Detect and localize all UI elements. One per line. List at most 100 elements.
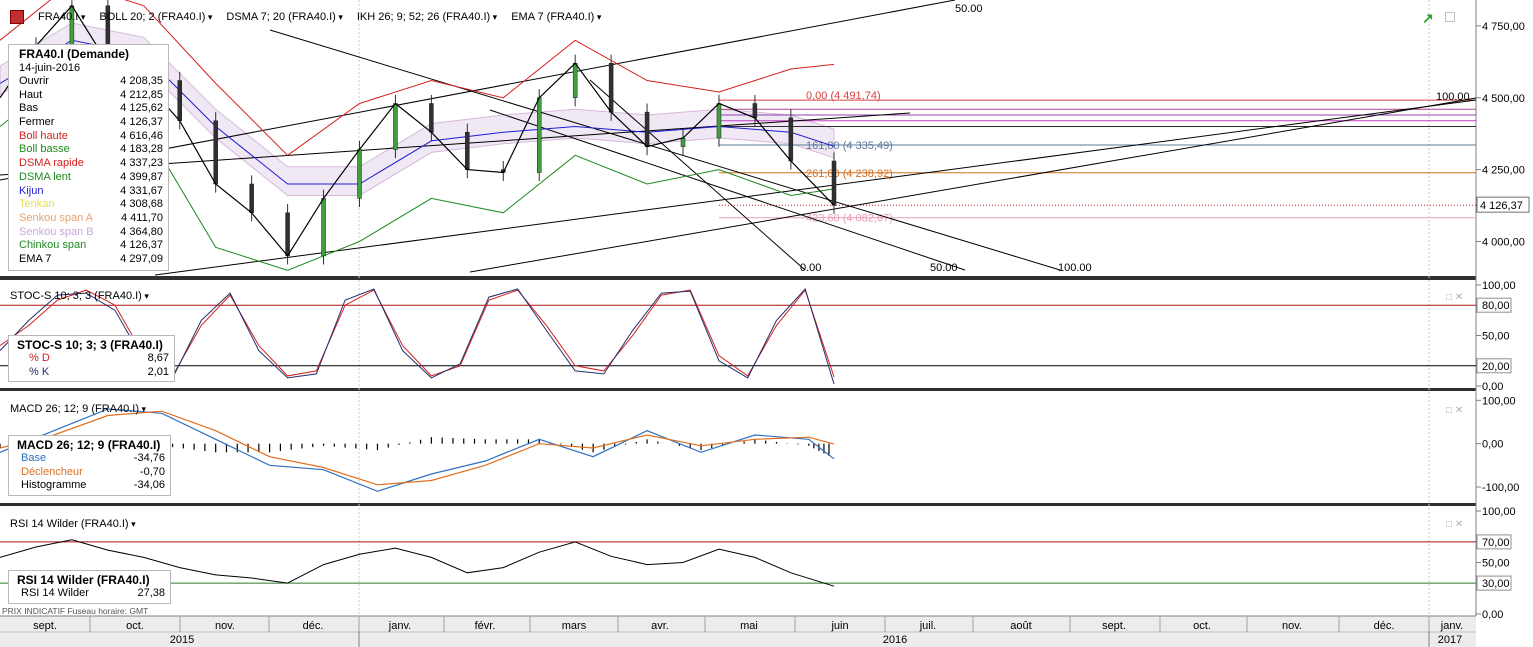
header-ema[interactable]: EMA 7 (FRA40.I) <box>511 11 601 23</box>
fan-line <box>589 79 806 271</box>
main-legend-value: 4 364,80 <box>120 225 163 238</box>
pane-divider[interactable] <box>0 503 1476 506</box>
rsi-line <box>0 539 835 587</box>
legend-row: Ouvrir 4 208,35 <box>19 75 163 89</box>
x-tick-label: avr. <box>651 620 669 632</box>
y-tick-label: -100,00 <box>1482 482 1519 494</box>
main-legend-label: Chinkou span <box>19 239 87 252</box>
candle <box>357 149 362 199</box>
legend-row: Base -34,76 <box>21 452 165 466</box>
y-tick-label: 100,00 <box>1482 280 1516 292</box>
x-year-label: 2016 <box>883 634 907 646</box>
x-tick-label: oct. <box>126 620 144 632</box>
y-tick-label: 4 000,00 <box>1482 237 1525 249</box>
y-tick-label: 0,00 <box>1482 381 1503 393</box>
header-stoc[interactable]: STOC-S 10; 3; 3 (FRA40.I) <box>10 290 149 302</box>
stoc-pane-controls[interactable]: □ ✕ <box>1446 292 1464 303</box>
fan-label: 50.00 <box>955 3 983 15</box>
y-tick-label: 80,00 <box>1482 300 1510 312</box>
legend-row: % D 8,67 <box>29 352 169 366</box>
maximize-icon[interactable] <box>1445 12 1455 22</box>
y-label-box <box>1476 534 1512 550</box>
stoc-legend-label: % K <box>29 365 50 378</box>
main-legend-label: Kijun <box>19 184 44 197</box>
header-ikh[interactable]: IKH 26; 9; 52; 26 (FRA40.I) <box>357 11 497 23</box>
year-boundaries <box>358 0 1430 616</box>
x-year-label: 2015 <box>170 634 194 646</box>
legend-row: Déclencheur -0,70 <box>21 466 165 480</box>
axes: sept. oct. nov. déc. janv. févr. mars avr. mai ju… <box>33 21 1530 647</box>
header-macd[interactable]: MACD 26; 12; 9 (FRA40.I) <box>10 403 146 415</box>
rsi-pane[interactable] <box>0 539 1476 587</box>
x-tick-label: juin <box>830 620 848 632</box>
x-tick-label: oct. <box>1193 620 1211 632</box>
trend-icon[interactable]: ↗ <box>1422 10 1434 26</box>
y-tick-label: 0,00 <box>1482 439 1503 451</box>
x-tick-label: sept. <box>33 620 57 632</box>
rsi-legend-rows: RSI 14 Wilder 27,38 <box>17 587 165 601</box>
fan-label: 100.00 <box>1436 91 1470 103</box>
fan-line <box>469 97 1477 273</box>
main-legend-value: 4 331,67 <box>120 184 163 197</box>
y-tick-label: 4 500,00 <box>1482 93 1525 105</box>
rsi-legend-value: 27,38 <box>137 587 165 599</box>
main-legend-label: EMA 7 <box>19 252 52 265</box>
candle <box>644 111 650 147</box>
y-label-box <box>1476 358 1512 374</box>
stoc-pane-header: STOC-S 10; 3; 3 (FRA40.I) <box>10 288 149 304</box>
legend-row: Histogramme -34,06 <box>21 479 165 493</box>
fib-label: 0,00 (4 491,74) <box>806 90 881 102</box>
main-legend-value: 4 399,87 <box>120 170 163 183</box>
main-legend-value: 4 337,23 <box>120 157 163 170</box>
legend-row: Haut 4 212,85 <box>19 89 163 103</box>
candle <box>249 183 254 213</box>
y-tick-label: 4 750,00 <box>1482 21 1525 33</box>
stoc-legend-value: 2,01 <box>147 365 169 378</box>
main-legend-label: Ouvrir <box>19 75 49 87</box>
y-tick-label: 50,00 <box>1482 331 1510 343</box>
main-legend-value: 4 297,09 <box>120 252 163 265</box>
legend-row: DSMA rapide 4 337,23 <box>19 157 163 171</box>
footer-note: PRIX INDICATIF Fuseau horaire: GMT <box>2 606 149 616</box>
price-pane[interactable]: 0,00 (4 491,74) 161,80 (4 335,49) 261,80 (… <box>0 0 1477 276</box>
header-instrument[interactable]: FRA40.I <box>38 11 85 23</box>
main-legend-value: 4 125,62 <box>120 102 163 115</box>
x-tick-label: janv. <box>1440 620 1463 632</box>
stoc-legend-title: STOC-S 10; 3; 3 (FRA40.I) <box>17 338 163 352</box>
y-tick-label: 70,00 <box>1482 537 1510 549</box>
legend-row: DSMA lent 4 399,87 <box>19 171 163 185</box>
main-legend-label: Fermer <box>19 116 55 129</box>
header-dsma[interactable]: DSMA 7; 20 (FRA40.I) <box>226 11 342 23</box>
candle <box>285 212 290 257</box>
macd-legend-rows: Base -34,76 Déclencheur -0,70 Histogramme -34… <box>17 452 165 493</box>
main-legend-label: DSMA lent <box>19 170 71 183</box>
fan-line <box>489 109 966 271</box>
rsi-pane-header: RSI 14 Wilder (FRA40.I) <box>10 516 136 532</box>
candle <box>572 63 578 98</box>
macd-pane-controls[interactable]: □ ✕ <box>1446 405 1464 416</box>
macd-legend-label: Histogramme <box>21 479 87 492</box>
rsi-pane-controls[interactable]: □ ✕ <box>1446 519 1464 530</box>
candle <box>465 132 470 170</box>
fan-line <box>154 99 1477 276</box>
main-legend: FRA40.I (Demande) 14-juin-2016 Ouvrir 4 2… <box>8 44 169 271</box>
stoc-legend: STOC-S 10; 3; 3 (FRA40.I) % D 8,67 % K 2,01 <box>8 335 175 383</box>
stoc-legend-rows: % D 8,67 % K 2,01 <box>17 352 169 379</box>
y-tick-label: 20,00 <box>1482 361 1510 373</box>
main-legend-label: Bas <box>19 102 38 115</box>
main-legend-value: 4 208,35 <box>120 75 163 87</box>
pane-divider[interactable] <box>0 388 1476 391</box>
y-tick-label: 100,00 <box>1482 506 1516 518</box>
candle <box>788 117 794 162</box>
main-legend-value: 4 126,37 <box>120 239 163 252</box>
candle <box>752 103 758 119</box>
pane-divider[interactable] <box>0 276 1476 280</box>
main-legend-value: 4 308,68 <box>120 198 163 211</box>
header-rsi[interactable]: RSI 14 Wilder (FRA40.I) <box>10 518 136 530</box>
header-boll[interactable]: BOLL 20; 2 (FRA40.I) <box>99 11 212 23</box>
candle <box>429 103 434 133</box>
main-legend-label: Haut <box>19 88 43 101</box>
fan-label: 0.00 <box>800 262 821 274</box>
x-tick-label: nov. <box>215 620 235 632</box>
macd-legend-value: -0,70 <box>139 465 165 478</box>
